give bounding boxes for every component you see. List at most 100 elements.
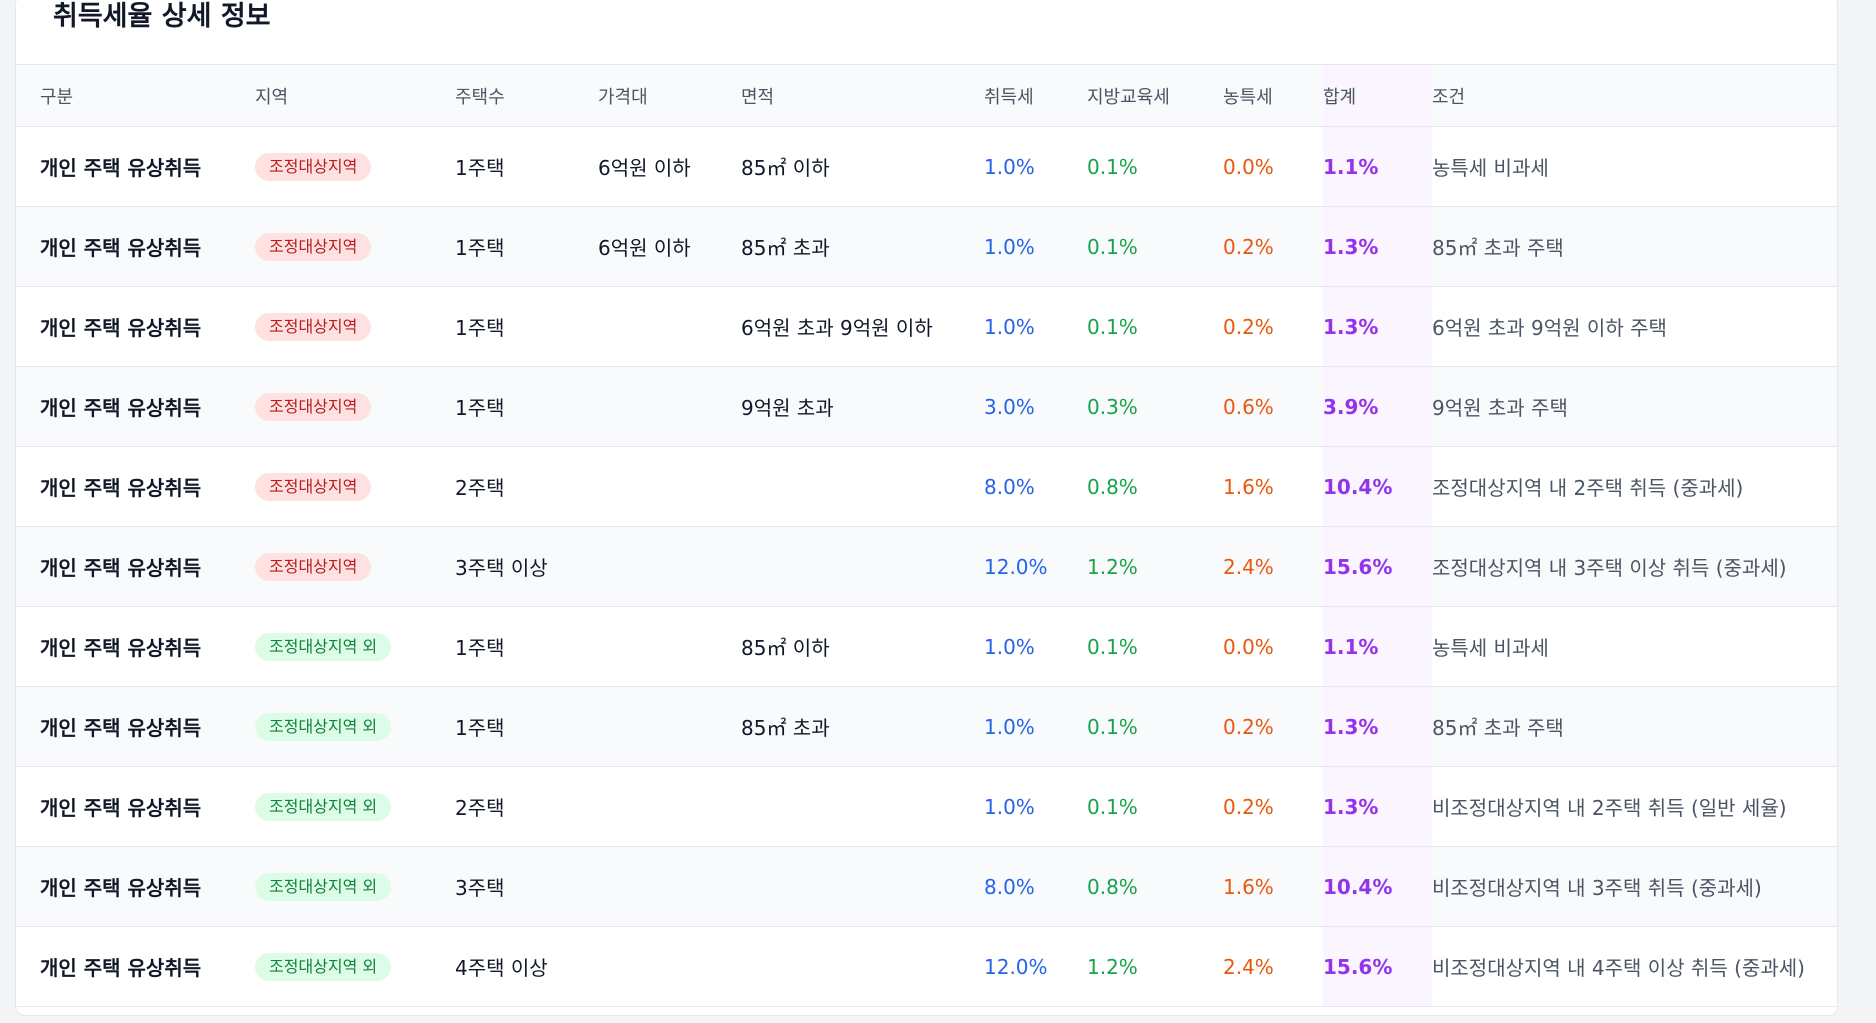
column-header-total: 합계 xyxy=(1323,64,1432,127)
column-header-agriculture-tax: 농특세 xyxy=(1223,86,1273,108)
column-header-condition: 조건 xyxy=(1432,86,1466,108)
cell-houses: 1주택 xyxy=(455,396,505,420)
table-row: 개인 주택 유상취득 조정대상지역 1주택 6억원 이하 85㎡ 초과 1.0% 0.1% 0… xyxy=(16,206,1837,287)
cell-agriculture-tax: 0.0% xyxy=(1223,154,1274,179)
cell-region: 조정대상지역 외 xyxy=(255,767,455,847)
region-badge: 조정대상지역 xyxy=(255,552,372,581)
cell-education-tax: 0.1% xyxy=(1087,714,1138,739)
cell-region: 조정대상지역 xyxy=(255,127,455,207)
cell-total: 10.4% xyxy=(1323,446,1432,527)
cell-category: 개인 주택 유상취득 xyxy=(40,396,202,420)
region-badge: 조정대상지역 외 xyxy=(255,792,392,821)
table-row: 개인 주택 유상취득 조정대상지역 1주택 6억원 초과 9억원 이하 1.0% 0.1%… xyxy=(16,286,1837,367)
cell-area xyxy=(741,767,984,847)
cell-condition: 농특세 비과세 xyxy=(1432,636,1549,660)
cell-region: 조정대상지역 xyxy=(255,447,455,527)
cell-area: 85㎡ 이하 xyxy=(741,156,830,180)
page-title: 취득세율 상세 정보 xyxy=(53,1,271,32)
cell-education-tax: 0.1% xyxy=(1087,234,1138,259)
cell-education-tax: 0.1% xyxy=(1087,314,1138,339)
column-header-area: 면적 xyxy=(741,86,775,108)
cell-agriculture-tax: 1.6% xyxy=(1223,474,1274,499)
cell-condition: 9억원 초과 주택 xyxy=(1432,396,1568,420)
cell-region: 조정대상지역 외 xyxy=(255,607,455,687)
cell-condition: 조정대상지역 내 2주택 취득 (중과세) xyxy=(1432,476,1744,500)
cell-houses: 1주택 xyxy=(455,156,505,180)
cell-category: 개인 주택 유상취득 xyxy=(40,156,202,180)
cell-total: 1.1% xyxy=(1323,126,1432,207)
table-row: 개인 주택 유상취득 조정대상지역 3주택 이상 12.0% 1.2% 2.4% 15.6%… xyxy=(16,526,1837,607)
cell-area: 85㎡ 초과 xyxy=(741,236,830,260)
cell-area xyxy=(741,527,984,607)
cell-area xyxy=(741,847,984,927)
cell-agriculture-tax: 2.4% xyxy=(1223,954,1274,979)
cell-region: 조정대상지역 xyxy=(255,207,455,287)
cell-area: 85㎡ 초과 xyxy=(741,716,830,740)
cell-region: 조정대상지역 외 xyxy=(255,847,455,927)
cell-total: 1.3% xyxy=(1323,206,1432,287)
region-badge: 조정대상지역 외 xyxy=(255,632,392,661)
table-row: 개인 주택 유상취득 조정대상지역 2주택 8.0% 0.8% 1.6% 10.4% 조정대상… xyxy=(16,446,1837,527)
cell-price xyxy=(598,287,741,367)
cell-houses: 3주택 이상 xyxy=(455,556,548,580)
cell-condition: 농특세 비과세 xyxy=(1432,156,1549,180)
cell-condition: 조정대상지역 내 3주택 이상 취득 (중과세) xyxy=(1432,556,1787,580)
cell-agriculture-tax: 0.2% xyxy=(1223,714,1274,739)
cell-acquisition-tax: 1.0% xyxy=(984,714,1035,739)
cell-agriculture-tax: 0.2% xyxy=(1223,794,1274,819)
cell-category: 개인 주택 유상취득 xyxy=(40,476,202,500)
cell-category: 개인 주택 유상취득 xyxy=(40,316,202,340)
cell-area: 85㎡ 이하 xyxy=(741,636,830,660)
region-badge: 조정대상지역 xyxy=(255,232,372,261)
table-row: 개인 주택 유상취득 조정대상지역 외 1주택 85㎡ 이하 1.0% 0.1% 0.0% 1… xyxy=(16,606,1837,687)
cell-acquisition-tax: 1.0% xyxy=(984,314,1035,339)
cell-houses: 4주택 이상 xyxy=(455,956,548,980)
cell-total: 1.3% xyxy=(1323,286,1432,367)
cell-area xyxy=(741,927,984,1007)
cell-region: 조정대상지역 xyxy=(255,367,455,447)
column-header-education-tax: 지방교육세 xyxy=(1087,86,1170,108)
column-header-houses: 주택수 xyxy=(455,86,505,108)
cell-total: 10.4% xyxy=(1323,846,1432,927)
cell-houses: 1주택 xyxy=(455,236,505,260)
cell-area xyxy=(741,447,984,527)
cell-price: 6억원 이하 xyxy=(598,236,691,260)
table-header-row: 구분 지역 주택수 가격대 면적 취득세 지방교육세 농특세 합계 조건 xyxy=(16,64,1837,127)
region-badge: 조정대상지역 외 xyxy=(255,952,392,981)
cell-price xyxy=(598,367,741,447)
cell-condition: 비조정대상지역 내 3주택 취득 (중과세) xyxy=(1432,876,1762,900)
cell-price xyxy=(598,607,741,687)
tax-rate-detail-card: 취득세율 상세 정보 구분 지역 주택수 가격대 면적 취득세 지방교육세 농특… xyxy=(15,0,1838,1016)
cell-region: 조정대상지역 외 xyxy=(255,687,455,767)
cell-education-tax: 0.3% xyxy=(1087,394,1138,419)
cell-houses: 1주택 xyxy=(455,636,505,660)
table-row: 개인 주택 유상취득 조정대상지역 외 3주택 8.0% 0.8% 1.6% 10.4% 비조… xyxy=(16,846,1837,927)
table-body: 개인 주택 유상취득 조정대상지역 1주택 6억원 이하 85㎡ 이하 1.0% 0.1% 0… xyxy=(16,126,1837,1007)
cell-houses: 1주택 xyxy=(455,716,505,740)
cell-category: 개인 주택 유상취득 xyxy=(40,956,202,980)
column-header-acquisition-tax: 취득세 xyxy=(984,86,1034,108)
cell-condition: 6억원 초과 9억원 이하 주택 xyxy=(1432,316,1667,340)
cell-education-tax: 1.2% xyxy=(1087,554,1138,579)
cell-condition: 비조정대상지역 내 2주택 취득 (일반 세율) xyxy=(1432,796,1787,820)
cell-category: 개인 주택 유상취득 xyxy=(40,636,202,660)
cell-houses: 1주택 xyxy=(455,316,505,340)
cell-region: 조정대상지역 xyxy=(255,287,455,367)
cell-acquisition-tax: 1.0% xyxy=(984,794,1035,819)
cell-total: 3.9% xyxy=(1323,366,1432,447)
cell-houses: 3주택 xyxy=(455,876,505,900)
cell-category: 개인 주택 유상취득 xyxy=(40,236,202,260)
cell-price xyxy=(598,927,741,1007)
table-row: 개인 주택 유상취득 조정대상지역 외 4주택 이상 12.0% 1.2% 2.4% 15.… xyxy=(16,926,1837,1007)
cell-acquisition-tax: 12.0% xyxy=(984,554,1048,579)
cell-education-tax: 1.2% xyxy=(1087,954,1138,979)
cell-category: 개인 주택 유상취득 xyxy=(40,876,202,900)
cell-price xyxy=(598,527,741,607)
cell-total: 1.3% xyxy=(1323,686,1432,767)
column-header-region: 지역 xyxy=(255,86,289,108)
cell-condition: 비조정대상지역 내 4주택 이상 취득 (중과세) xyxy=(1432,956,1805,980)
cell-region: 조정대상지역 외 xyxy=(255,927,455,1007)
cell-acquisition-tax: 1.0% xyxy=(984,154,1035,179)
tax-rate-table: 구분 지역 주택수 가격대 면적 취득세 지방교육세 농특세 합계 조건 개인 … xyxy=(16,64,1837,1007)
cell-total: 1.1% xyxy=(1323,606,1432,687)
